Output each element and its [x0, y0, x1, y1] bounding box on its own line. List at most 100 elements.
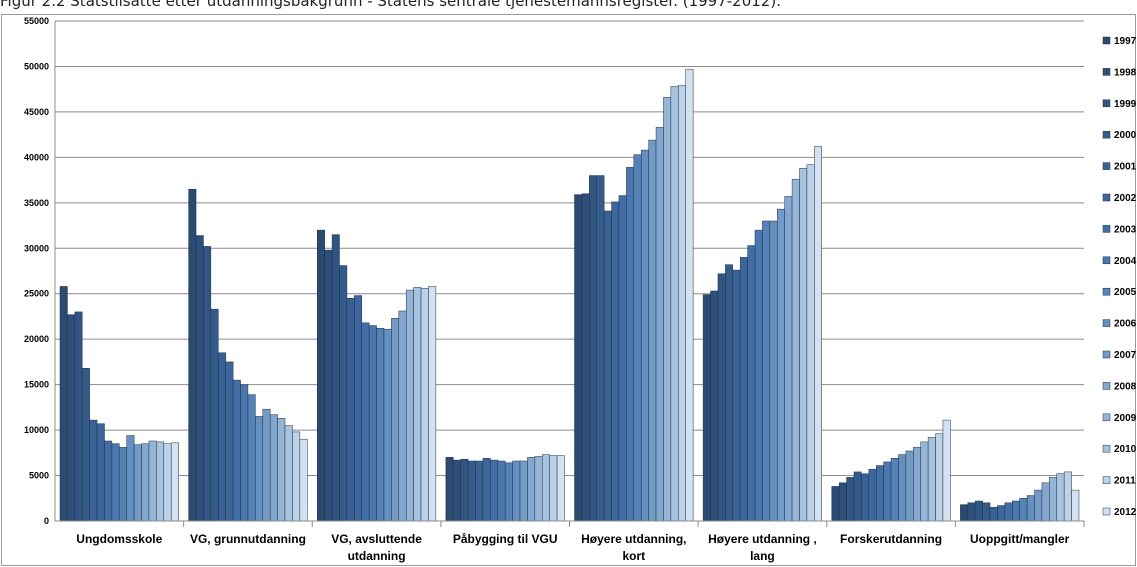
bar — [663, 97, 672, 522]
bar — [618, 195, 627, 522]
bar — [203, 246, 212, 522]
bar — [702, 294, 711, 522]
bar — [732, 269, 741, 522]
legend-label: 2005 — [1114, 287, 1137, 298]
bar — [1026, 495, 1035, 522]
legend-label: 2004 — [1114, 256, 1137, 267]
bar — [982, 502, 991, 522]
x-tick-label: Ungdomsskole — [76, 532, 162, 546]
bar — [648, 139, 657, 522]
bar — [739, 257, 748, 522]
bar — [806, 164, 815, 522]
bar — [188, 188, 197, 522]
bar — [717, 273, 726, 522]
legend-swatch — [1102, 413, 1111, 422]
bar — [170, 442, 179, 522]
bar — [232, 379, 241, 522]
y-tick-label: 35000 — [24, 198, 49, 208]
y-tick-label: 50000 — [24, 61, 49, 71]
bar — [905, 450, 914, 522]
x-tick-label: Uoppgitt/mangler — [970, 532, 1070, 546]
x-tick-label: Forskerutdanning — [840, 532, 942, 546]
bar — [883, 461, 892, 522]
bar — [339, 265, 348, 522]
bar — [445, 457, 454, 522]
legend-swatch — [1102, 193, 1111, 202]
bar — [754, 229, 763, 522]
y-tick-label: 55000 — [24, 16, 49, 26]
bar — [942, 419, 951, 522]
bar — [376, 328, 385, 522]
legend-swatch — [1102, 68, 1111, 76]
bar — [482, 458, 491, 522]
legend-swatch — [1102, 162, 1111, 170]
bar — [368, 325, 377, 522]
bar — [475, 460, 484, 522]
y-tick-label: 15000 — [24, 380, 49, 390]
bar — [611, 201, 620, 522]
bar — [935, 433, 944, 522]
bar — [589, 175, 597, 522]
x-tick-label: VG, avsluttende utdanning — [331, 532, 422, 563]
bar — [299, 438, 308, 522]
y-tick-label: 40000 — [24, 152, 49, 162]
legend-item: 2000 — [1102, 130, 1137, 141]
bar — [504, 462, 513, 522]
bar — [255, 416, 264, 522]
bar — [148, 440, 157, 522]
bar — [141, 443, 150, 522]
bar — [81, 368, 90, 522]
legend-item: 2010 — [1102, 444, 1137, 455]
legend-item: 2005 — [1102, 287, 1137, 298]
legend-item: 2002 — [1102, 193, 1137, 204]
bar — [467, 460, 476, 522]
bar — [383, 328, 392, 522]
bar — [163, 443, 172, 522]
x-tick-label: Høyere utdanning, kort — [581, 532, 686, 563]
bar — [769, 220, 778, 522]
bar — [861, 473, 870, 522]
bar — [210, 308, 219, 522]
bar — [346, 298, 355, 522]
bar — [967, 502, 976, 522]
bar — [240, 384, 249, 522]
bar — [413, 287, 422, 522]
bar — [596, 175, 605, 522]
bar — [428, 286, 437, 522]
legend-label: 2002 — [1114, 193, 1137, 204]
chart-caption: Figur 2.2 Statstilsatte etter utdannings… — [0, 0, 781, 10]
bar — [777, 208, 785, 522]
bar — [519, 460, 528, 522]
bar — [225, 361, 234, 522]
bar — [1004, 502, 1013, 522]
bar — [626, 167, 635, 522]
bar — [512, 460, 521, 522]
legend-swatch — [1102, 319, 1111, 327]
legend-label: 1999 — [1114, 99, 1137, 110]
x-axis: Ungdomsskole VG, grunnutdanning VG, avslut… — [55, 520, 1085, 563]
bar — [997, 505, 1006, 522]
bar — [126, 435, 135, 522]
bar — [534, 456, 543, 522]
bar — [1019, 498, 1028, 522]
y-tick-label: 0 — [44, 516, 49, 526]
y-tick-label: 45000 — [24, 107, 49, 117]
bar — [799, 168, 808, 522]
legend-item: 1999 — [1102, 99, 1137, 110]
bar — [1071, 489, 1080, 522]
bar — [784, 196, 793, 522]
bar — [853, 471, 862, 522]
legend-swatch — [1102, 130, 1111, 139]
bar — [317, 229, 325, 522]
legend-swatch — [1102, 507, 1111, 516]
bar — [398, 310, 407, 522]
legend-item: 2012 — [1102, 507, 1137, 518]
bar — [1049, 477, 1057, 522]
legend-item: 2006 — [1102, 319, 1137, 330]
bar — [831, 486, 840, 522]
legend-swatch — [1102, 256, 1111, 265]
bar — [1041, 482, 1050, 522]
bar — [549, 455, 558, 522]
gridlines — [55, 20, 1084, 477]
bar — [898, 454, 907, 522]
